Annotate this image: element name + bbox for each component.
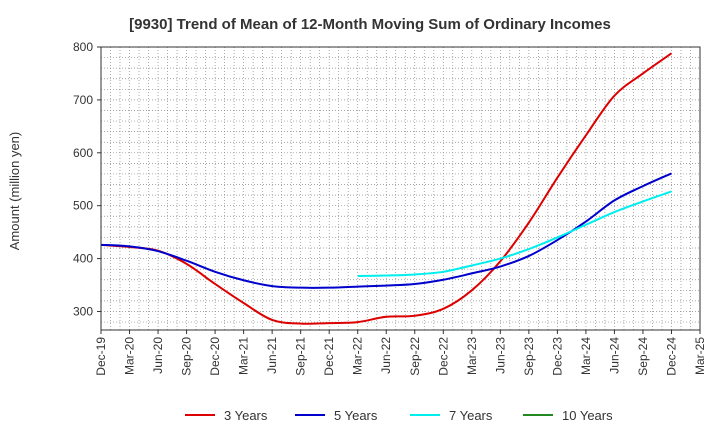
x-tick-label: Jun-23 (493, 337, 507, 374)
x-tick-label: Jun-22 (379, 337, 393, 374)
plot-area (101, 47, 700, 330)
grid (100, 47, 700, 330)
y-tick-label: 300 (73, 304, 93, 318)
plot-frame (100, 46, 701, 331)
legend-label: 10 Years (562, 408, 613, 423)
x-tick-label: Dec-24 (664, 337, 678, 376)
x-tick-label: Mar-20 (123, 337, 137, 375)
x-tick-label: Sep-22 (408, 337, 422, 376)
series-line-7-years (357, 190, 672, 278)
x-tick-label: Mar-21 (237, 337, 251, 375)
series-line-5-years (100, 172, 672, 289)
chart-title: [9930] Trend of Mean of 12-Month Moving … (129, 16, 611, 33)
series-line-3-years (100, 52, 673, 325)
y-tick-label: 700 (73, 93, 93, 107)
y-tick-label: 600 (73, 146, 93, 160)
x-tick-label: Jun-24 (607, 337, 621, 374)
x-tick-label: Sep-20 (180, 337, 194, 376)
legend-label: 7 Years (449, 408, 493, 423)
x-tick-label: Sep-24 (636, 337, 650, 376)
y-tick-label: 800 (73, 40, 93, 54)
x-tick-label: Jun-20 (151, 337, 165, 374)
legend: 3 Years 5 Years 7 Years 10 Years (185, 408, 613, 423)
x-tick-label: Mar-24 (579, 337, 593, 375)
y-axis-ticks: 300 400 500 600 700 800 (73, 40, 101, 318)
series-layer (100, 52, 673, 325)
x-tick-label: Mar-23 (465, 337, 479, 375)
x-tick-label: Sep-21 (294, 337, 308, 376)
x-tick-label: Dec-22 (436, 337, 450, 376)
legend-label: 5 Years (334, 408, 378, 423)
x-tick-label: Mar-25 (693, 337, 707, 375)
x-tick-label: Dec-19 (94, 337, 108, 376)
x-tick-label: Dec-23 (550, 337, 564, 376)
x-tick-label: Sep-23 (522, 337, 536, 376)
x-tick-label: Dec-20 (208, 337, 222, 376)
legend-label: 3 Years (224, 408, 268, 423)
x-tick-label: Dec-21 (322, 337, 336, 376)
y-axis-label: Amount (million yen) (7, 132, 22, 251)
x-axis-ticks: Dec-19 Mar-20 Jun-20 Sep-20 Dec-20 Mar-21 Jun-… (94, 330, 707, 376)
x-tick-label: Jun-21 (265, 337, 279, 374)
y-tick-label: 500 (73, 199, 93, 213)
x-tick-label: Mar-22 (351, 337, 365, 375)
y-tick-label: 400 (73, 252, 93, 266)
